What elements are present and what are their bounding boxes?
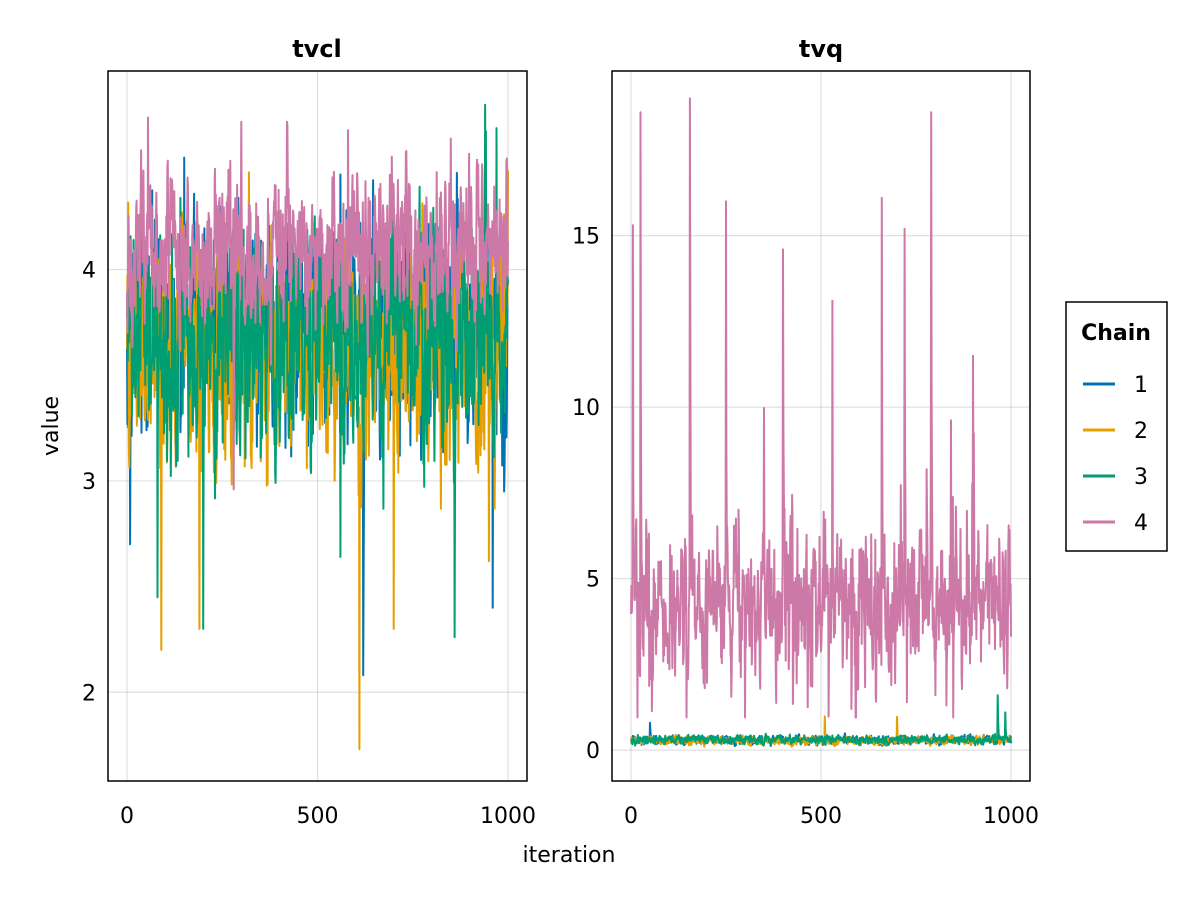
legend-title: Chain	[1081, 321, 1151, 346]
series-line-chain-4	[630, 97, 1012, 719]
series-line-chain-4	[126, 116, 509, 491]
y-tick-label: 2	[82, 681, 96, 706]
legend-label-chain-3: 3	[1134, 465, 1148, 490]
x-tick-label: 1000	[480, 804, 536, 829]
y-tick-label: 0	[586, 739, 600, 764]
y-tick-label: 5	[586, 568, 600, 593]
x-tick-label: 500	[800, 804, 842, 829]
panel-tvcl: tvcl 0 500 1000 2 3 4 value	[39, 35, 536, 829]
y-tick-label: 10	[572, 396, 600, 421]
y-tick-label: 15	[572, 225, 600, 250]
plot-frame	[107, 70, 528, 782]
y-tick-label: 3	[82, 470, 96, 495]
legend-label-chain-1: 1	[1134, 373, 1148, 398]
legend-label-chain-2: 2	[1134, 419, 1148, 444]
legend: Chain 1 2 3 4	[1065, 301, 1168, 552]
y-axis-label: value	[39, 396, 64, 456]
x-tick-label: 0	[624, 804, 638, 829]
legend-label-chain-4: 4	[1134, 511, 1148, 536]
x-tick-label: 500	[297, 804, 339, 829]
plot-frame	[611, 70, 1031, 782]
y-tick-label: 4	[82, 259, 96, 284]
x-tick-label: 0	[120, 804, 134, 829]
series-group	[126, 103, 509, 751]
x-tick-label: 1000	[983, 804, 1039, 829]
series-line-chain-3	[630, 694, 1012, 747]
tick-labels: 0 500 1000 0 5 10 15	[572, 225, 1039, 829]
legend-items: 1 2 3 4	[1083, 373, 1148, 536]
legend-frame	[1065, 301, 1168, 552]
panel-tvq: tvq 0 500 1000 0 5 10 15	[572, 35, 1039, 829]
panel-title-tvq: tvq	[799, 35, 843, 63]
series-group	[630, 97, 1012, 748]
x-axis-label: iteration	[523, 843, 616, 868]
tick-labels: 0 500 1000 2 3 4	[82, 259, 536, 829]
panel-title-tvcl: tvcl	[292, 35, 342, 63]
